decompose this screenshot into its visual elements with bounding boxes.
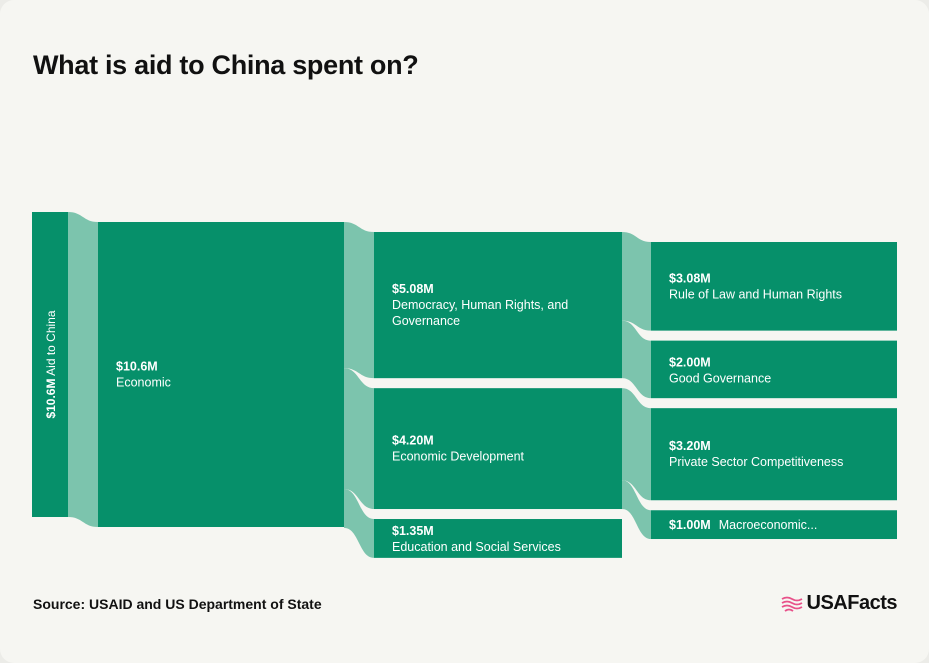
node-label-good-governance: Good Governance [669,372,771,386]
flag-icon [781,596,802,612]
flow-economic-to-dhrg [344,222,374,379]
node-label-education-and-social-services: Education and Social Services [392,540,561,554]
node-humanitarian-assistance[interactable] [374,568,622,592]
node-value-good-governance: $2.00M [669,356,711,370]
node-label-humanitarian-assistance: $0.00M Humanitarian Assistance [392,576,579,590]
node-value-democracy-human-rights-and-governance: $5.08M [392,282,434,296]
node-rule-of-law-and-human-rights[interactable] [651,242,897,331]
node-label-rule-of-law-and-human-rights: Rule of Law and Human Rights [669,287,842,301]
flow-root-to-economic [68,212,98,527]
node-value-economic-development: $4.20M [392,434,434,448]
chart-title: What is aid to China spent on? [33,50,419,80]
flow-economic-to-econdev [344,368,374,510]
node-label-economic: Economic [116,376,171,390]
node-education-and-social-services[interactable] [374,519,622,558]
node-label-democracy-human-rights-and-governance: Democracy, Human Rights, and Governance [392,298,568,328]
node-value-education-and-social-services: $1.35M [392,524,434,538]
node-label-aid-to-china: $10.6M Aid to China [44,310,58,418]
brand-name: USAFacts [806,592,898,614]
flow-econdev-to-macro [622,480,651,540]
node-aid-to-china[interactable] [32,212,68,517]
flow-dhrg-to-rolhr [622,232,651,331]
node-value-rule-of-law-and-human-rights: $3.08M [669,271,711,285]
node-economic-development[interactable] [374,388,622,510]
node-private-sector-competitiveness[interactable] [651,408,897,501]
source-note: Source: USAID and US Department of State [33,596,322,612]
flow-dhrg-to-gg [622,320,651,399]
flow-economic-to-edu [344,489,374,558]
node-label-private-sector-competitiveness: Private Sector Competitiveness [669,455,843,469]
brand-logo: USAFacts [781,592,898,615]
node-macroeconomic[interactable] [651,510,897,540]
node-label-economic-development: Economic Development [392,450,525,464]
node-economic[interactable] [98,222,344,527]
node-democracy-human-rights-and-governance[interactable] [374,232,622,379]
node-value-private-sector-competitiveness: $3.20M [669,439,711,453]
flow-econdev-to-psc [622,388,651,501]
node-good-governance[interactable] [651,340,897,399]
node-value-economic: $10.6M [116,360,158,374]
node-label-macroeconomic: $1.00M Macroeconomic... [669,518,817,532]
